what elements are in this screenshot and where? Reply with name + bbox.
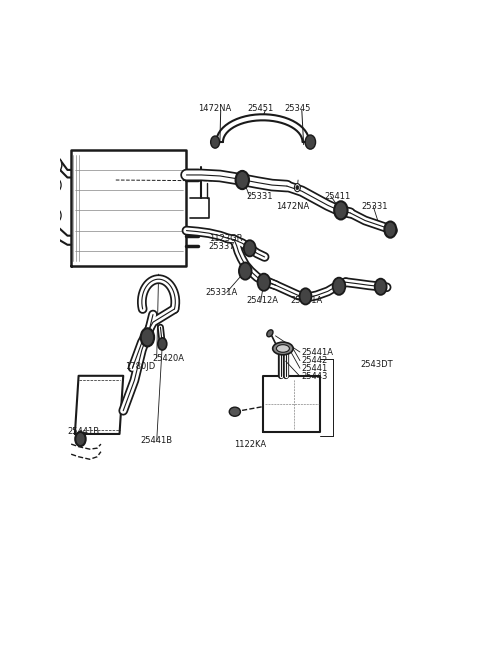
Text: 1472NA: 1472NA — [276, 202, 309, 211]
Text: 1122KA: 1122KA — [234, 440, 266, 449]
Circle shape — [51, 179, 61, 192]
Circle shape — [384, 221, 396, 238]
Circle shape — [333, 278, 345, 295]
Circle shape — [51, 209, 61, 222]
Circle shape — [211, 136, 219, 148]
Circle shape — [375, 279, 386, 295]
Text: 25442: 25442 — [301, 356, 327, 365]
Text: 25331: 25331 — [361, 202, 388, 211]
Circle shape — [141, 328, 154, 346]
Ellipse shape — [273, 342, 293, 355]
Circle shape — [258, 273, 270, 291]
Circle shape — [236, 171, 249, 189]
Circle shape — [158, 338, 167, 350]
Text: 25441: 25441 — [301, 364, 327, 373]
Circle shape — [300, 288, 312, 304]
Text: 2543DT: 2543DT — [360, 359, 393, 369]
Circle shape — [305, 135, 315, 149]
Text: 25420A: 25420A — [152, 353, 184, 363]
Text: 25331A: 25331A — [205, 288, 237, 297]
Text: 25345: 25345 — [284, 104, 311, 113]
Ellipse shape — [229, 407, 240, 417]
Ellipse shape — [267, 330, 273, 337]
Circle shape — [51, 157, 62, 172]
Text: 25411: 25411 — [324, 192, 350, 200]
Text: 25331A: 25331A — [290, 296, 323, 305]
Text: 1472NA: 1472NA — [198, 104, 231, 113]
Ellipse shape — [276, 345, 289, 352]
Text: 25441B: 25441B — [67, 428, 99, 436]
Circle shape — [47, 225, 58, 240]
Circle shape — [244, 240, 256, 256]
Text: 25412A: 25412A — [246, 296, 278, 305]
Circle shape — [294, 183, 300, 192]
Text: 25331: 25331 — [246, 192, 273, 200]
Text: 25443: 25443 — [301, 372, 327, 381]
Text: 25441A: 25441A — [301, 348, 333, 357]
Text: 25451: 25451 — [247, 104, 273, 113]
Circle shape — [239, 263, 252, 280]
Circle shape — [334, 201, 348, 219]
Circle shape — [296, 185, 299, 190]
Text: 25441B: 25441B — [140, 436, 172, 445]
Text: 1780JD: 1780JD — [125, 362, 156, 371]
Circle shape — [75, 432, 85, 446]
Text: 1123GR: 1123GR — [209, 234, 242, 242]
Text: 25337: 25337 — [209, 242, 235, 251]
